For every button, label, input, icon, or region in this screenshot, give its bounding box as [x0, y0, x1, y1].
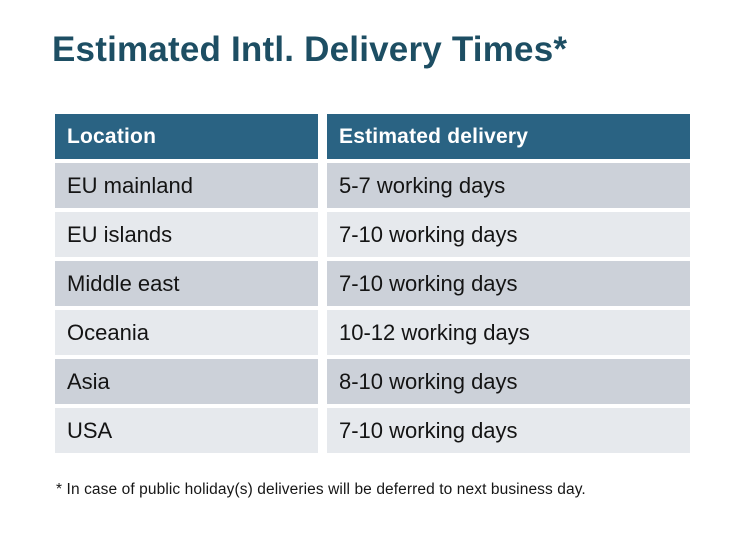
column-header-location: Location: [55, 114, 318, 159]
delivery-cell: 8-10 working days: [327, 359, 690, 404]
table-row: EU islands 7-10 working days: [55, 212, 690, 257]
delivery-cell: 10-12 working days: [327, 310, 690, 355]
delivery-cell: 7-10 working days: [327, 212, 690, 257]
location-cell: EU mainland: [55, 163, 318, 208]
delivery-cell: 7-10 working days: [327, 261, 690, 306]
table-row: EU mainland 5-7 working days: [55, 163, 690, 208]
footnote: * In case of public holiday(s) deliverie…: [56, 481, 586, 498]
table-header-row: Location Estimated delivery: [55, 114, 690, 159]
table-row: Asia 8-10 working days: [55, 359, 690, 404]
delivery-times-table: Location Estimated delivery EU mainland …: [55, 114, 690, 453]
delivery-cell: 7-10 working days: [327, 408, 690, 453]
location-cell: Oceania: [55, 310, 318, 355]
table-row: Middle east 7-10 working days: [55, 261, 690, 306]
location-cell: USA: [55, 408, 318, 453]
location-cell: EU islands: [55, 212, 318, 257]
column-header-estimated-delivery: Estimated delivery: [327, 114, 690, 159]
location-cell: Asia: [55, 359, 318, 404]
table-row: USA 7-10 working days: [55, 408, 690, 453]
location-cell: Middle east: [55, 261, 318, 306]
table-row: Oceania 10-12 working days: [55, 310, 690, 355]
page-title: Estimated Intl. Delivery Times*: [52, 30, 568, 69]
delivery-cell: 5-7 working days: [327, 163, 690, 208]
